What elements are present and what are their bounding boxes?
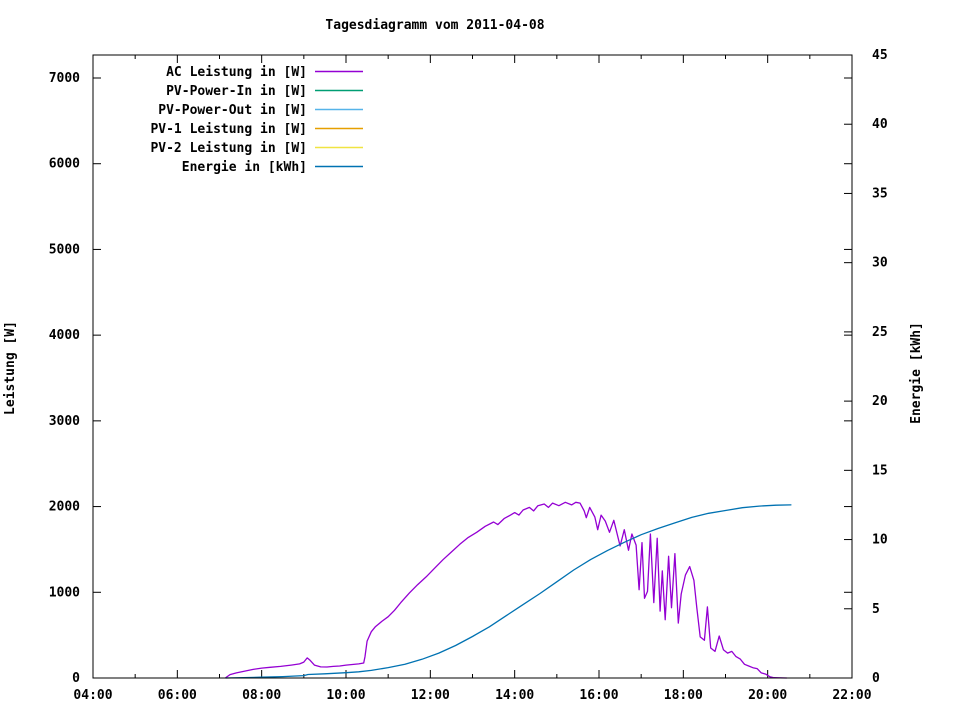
plot-border xyxy=(92,54,853,679)
series-line-ac-leistung-in-w xyxy=(225,501,788,679)
legend-label: Energie in [kWh] xyxy=(182,160,307,175)
legend: AC Leistung in [W] PV-Power-In in [W] PV-P… xyxy=(150,65,363,175)
y-right-tick-label: 30 xyxy=(872,256,888,271)
y-right-tick-label: 15 xyxy=(872,463,888,478)
y-right-tick-label: 35 xyxy=(872,186,888,201)
y-right-tick-label: 10 xyxy=(872,533,888,548)
y-right-tick-label: 5 xyxy=(872,602,880,617)
x-tick-label: 06:00 xyxy=(158,688,197,703)
x-tick-label: 10:00 xyxy=(326,688,365,703)
legend-label: PV-1 Leistung in [W] xyxy=(150,122,307,137)
y-axis-right-label: Energie [kWh] xyxy=(909,322,924,424)
x-tick-label: 14:00 xyxy=(495,688,534,703)
y-left-tick-label: 1000 xyxy=(49,585,80,600)
y-left-tick-label: 0 xyxy=(72,671,80,686)
x-tick-label: 20:00 xyxy=(748,688,787,703)
y-right-tick-label: 25 xyxy=(872,325,888,340)
x-tick-label: 12:00 xyxy=(411,688,450,703)
y-left-tick-label: 4000 xyxy=(49,328,80,343)
y-right-tick-label: 0 xyxy=(872,671,880,686)
legend-label: PV-Power-In in [W] xyxy=(166,84,307,99)
x-tick-label: 18:00 xyxy=(664,688,703,703)
x-tick-label: 16:00 xyxy=(579,688,618,703)
y-right-tick-label: 40 xyxy=(872,117,888,132)
y-left-tick-label: 3000 xyxy=(49,414,80,429)
x-tick-label: 08:00 xyxy=(242,688,281,703)
legend-label: PV-Power-Out in [W] xyxy=(158,103,307,118)
legend-label: AC Leistung in [W] xyxy=(166,65,307,80)
series-lines xyxy=(225,501,792,679)
x-tick-label: 04:00 xyxy=(73,688,112,703)
axis-tick-labels: 04:00 06:00 08:00 10:00 12:00 14:00 16:00 18:00… xyxy=(49,48,888,703)
legend-label: PV-2 Leistung in [W] xyxy=(150,141,307,156)
y-left-tick-label: 6000 xyxy=(49,157,80,172)
chart-title: Tagesdiagramm vom 2011-04-08 xyxy=(325,18,544,33)
y-right-tick-label: 45 xyxy=(872,48,888,63)
y-axis-left-label: Leistung [W] xyxy=(3,321,18,415)
series-line-energie-in-kwh xyxy=(225,504,792,679)
x-tick-label: 22:00 xyxy=(832,688,871,703)
y-left-tick-label: 2000 xyxy=(49,500,80,515)
y-left-tick-label: 7000 xyxy=(49,71,80,86)
y-left-tick-label: 5000 xyxy=(49,242,80,257)
y-right-tick-label: 20 xyxy=(872,394,888,409)
